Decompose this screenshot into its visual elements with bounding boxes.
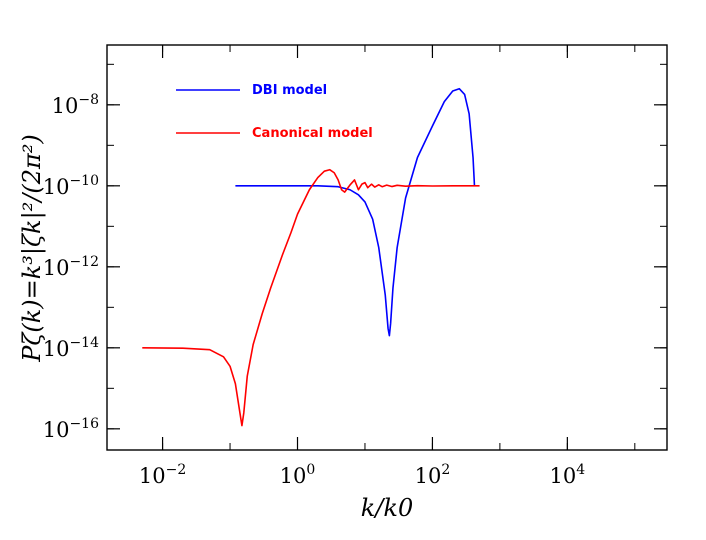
y-tick-label: 10−8 — [52, 92, 99, 118]
legend: DBI model Canonical model — [176, 83, 373, 141]
y-tick-label: 10−14 — [43, 335, 99, 361]
y-tick-label: 10−16 — [43, 416, 99, 442]
tick-labels: 10−2 100 102 104 10−8 10−10 10−12 10−14 10−16 — [43, 92, 586, 488]
y-tick-label: 10−10 — [43, 173, 99, 199]
x-tick-label: 104 — [550, 462, 586, 488]
plot-frame — [106, 44, 668, 451]
series-layer — [142, 87, 480, 427]
x-tick-label: 100 — [280, 462, 316, 488]
axis-ticks — [107, 45, 667, 450]
x-axis-label: k/k0 — [361, 494, 413, 522]
y-axis-label: Pζ(k)=k³|ζk|²/(2π²) — [18, 134, 47, 363]
legend-label-1: Canonical model — [252, 126, 373, 141]
series-line-0 — [235, 87, 476, 337]
x-tick-label: 10−2 — [139, 462, 186, 488]
x-tick-label: 102 — [415, 462, 451, 488]
y-tick-label: 10−12 — [43, 254, 99, 280]
legend-label-0: DBI model — [252, 83, 327, 98]
series-line-1 — [142, 168, 480, 427]
